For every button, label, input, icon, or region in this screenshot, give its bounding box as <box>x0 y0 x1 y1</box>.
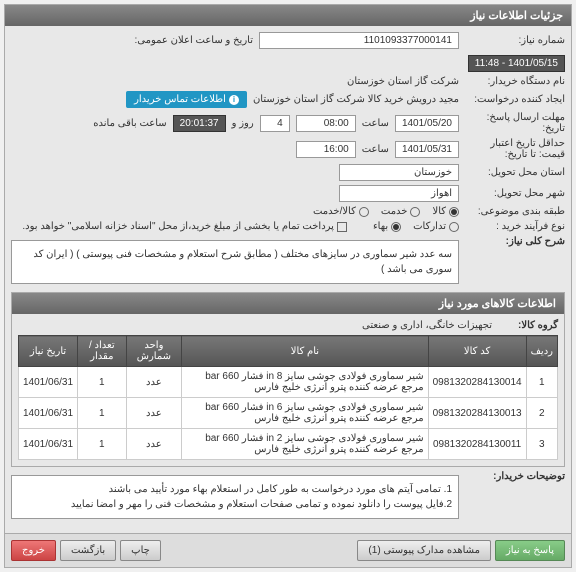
deadline-label: مهلت ارسال پاسخ:تاریخ: <box>465 112 565 134</box>
table-cell: عدد <box>126 367 182 398</box>
table-header: نام کالا <box>182 336 428 367</box>
org-value: شرکت گاز استان خوزستان <box>347 76 459 87</box>
radio-both[interactable] <box>359 207 369 217</box>
table-header: تاریخ نیاز <box>19 336 78 367</box>
info-icon: i <box>229 95 239 105</box>
panel-body: شماره نیاز: 1101093377000141 تاریخ و ساع… <box>5 26 571 533</box>
radio-baha[interactable] <box>391 222 401 232</box>
city: اهواز <box>339 185 459 202</box>
table-row: 20981320284130013شیر سماوری فولادی جوشی … <box>19 398 558 429</box>
table-cell: 0981320284130011 <box>428 429 526 460</box>
province-label: استان محل تحویل: <box>465 167 565 178</box>
deadline-date: 1401/05/20 <box>395 115 459 132</box>
table-cell: شیر سماوری فولادی جوشی سایز in 6 فشار ba… <box>182 398 428 429</box>
deadline-time: 08:00 <box>296 115 356 132</box>
table-cell: 1 <box>78 429 126 460</box>
table-cell: 0981320284130014 <box>428 367 526 398</box>
table-row: 30981320284130011شیر سماوری فولادی جوشی … <box>19 429 558 460</box>
payment-checkbox[interactable] <box>337 222 347 232</box>
creator-label: ایجاد کننده درخواست: <box>465 94 565 105</box>
contact-label: اطلاعات تماس خریدار <box>134 94 226 105</box>
note-line-1: 1. تمامی آیتم های مورد درخواست به طور کا… <box>18 482 452 497</box>
footer: پاسخ به نیاز مشاهده مدارک پیوستی (1) چاپ… <box>5 533 571 567</box>
notes-box: 1. تمامی آیتم های مورد درخواست به طور کا… <box>11 475 459 519</box>
remain-time: 20:01:37 <box>173 115 226 132</box>
table-header: ردیف <box>526 336 557 367</box>
org-label: نام دستگاه خریدار: <box>465 76 565 87</box>
radio-kala[interactable] <box>449 207 459 217</box>
city-label: شهر محل تحویل: <box>465 188 565 199</box>
contact-button[interactable]: i اطلاعات تماس خریدار <box>126 91 247 108</box>
attachments-button[interactable]: مشاهده مدارک پیوستی (1) <box>357 540 491 561</box>
radio-khedmat[interactable] <box>410 207 420 217</box>
category-group: کالا خدمت کالا/خدمت <box>313 206 459 217</box>
time-label-2: ساعت <box>362 144 389 155</box>
table-header: تعداد / مقدار <box>78 336 126 367</box>
table-header: واحد شمارش <box>126 336 182 367</box>
group-label: گروه کالا: <box>498 320 558 331</box>
goods-header: اطلاعات کالاهای مورد نیاز <box>12 293 564 314</box>
process-label: نوع فرآیند خرید : <box>465 221 565 232</box>
table-cell: شیر سماوری فولادی جوشی سایز in 8 فشار ba… <box>182 367 428 398</box>
table-cell: عدد <box>126 429 182 460</box>
table-cell: شیر سماوری فولادی جوشی سایز in 2 فشار ba… <box>182 429 428 460</box>
province: خوزستان <box>339 164 459 181</box>
respond-button[interactable]: پاسخ به نیاز <box>495 540 565 561</box>
desc-label: شرح کلی نیاز: <box>465 236 565 247</box>
print-button[interactable]: چاپ <box>120 540 161 561</box>
radio-tadarokat[interactable] <box>449 222 459 232</box>
payment-note: پرداخت تمام یا بخشی از مبلغ خرید،از محل … <box>22 221 334 232</box>
category-label: طبقه بندی موضوعی: <box>465 206 565 217</box>
time-label-1: ساعت <box>362 118 389 129</box>
remain-label: ساعت باقی مانده <box>93 118 166 129</box>
table-cell: 1401/06/31 <box>19 429 78 460</box>
note-line-2: 2.فایل پیوست را دانلود نموده و تمامی صفح… <box>18 497 452 512</box>
panel-header: جزئیات اطلاعات نیاز <box>5 5 571 26</box>
announce-label: تاریخ و ساعت اعلان عمومی: <box>113 35 253 46</box>
validity-time: 16:00 <box>296 141 356 158</box>
table-cell: 1 <box>78 367 126 398</box>
exit-button[interactable]: خروج <box>11 540 56 561</box>
main-panel: جزئیات اطلاعات نیاز شماره نیاز: 11010933… <box>4 4 572 568</box>
table-header: کد کالا <box>428 336 526 367</box>
table-cell: 3 <box>526 429 557 460</box>
table-row: 10981320284130014شیر سماوری فولادی جوشی … <box>19 367 558 398</box>
table-cell: عدد <box>126 398 182 429</box>
back-button[interactable]: بازگشت <box>60 540 116 561</box>
need-number-label: شماره نیاز: <box>465 35 565 46</box>
goods-panel: اطلاعات کالاهای مورد نیاز گروه کالا: تجه… <box>11 292 565 467</box>
day-label: روز و <box>232 118 254 129</box>
table-cell: 2 <box>526 398 557 429</box>
process-group: تدارکات بهاء <box>373 221 459 232</box>
table-cell: 1401/06/31 <box>19 367 78 398</box>
creator-value: مجید درویش خرید کالا شرکت گاز استان خوزس… <box>253 94 459 105</box>
table-cell: 1 <box>78 398 126 429</box>
validity-label: حداقل تاریخ اعتبارقیمت: تا تاریخ: <box>465 138 565 160</box>
day-value: 4 <box>260 115 290 132</box>
goods-table: ردیفکد کالانام کالاواحد شمارشتعداد / مقد… <box>18 335 558 460</box>
table-cell: 1 <box>526 367 557 398</box>
notes-label: توضیحات خریدار: <box>465 471 565 482</box>
desc-text: سه عدد شیر سماوری در سایزهای مختلف ( مطا… <box>11 240 459 284</box>
announce-value: 1401/05/15 - 11:48 <box>468 55 565 72</box>
need-number: 1101093377000141 <box>259 32 459 49</box>
validity-date: 1401/05/31 <box>395 141 459 158</box>
group-value: تجهیزات خانگی، اداری و صنعتی <box>362 320 492 331</box>
table-cell: 0981320284130013 <box>428 398 526 429</box>
table-cell: 1401/06/31 <box>19 398 78 429</box>
